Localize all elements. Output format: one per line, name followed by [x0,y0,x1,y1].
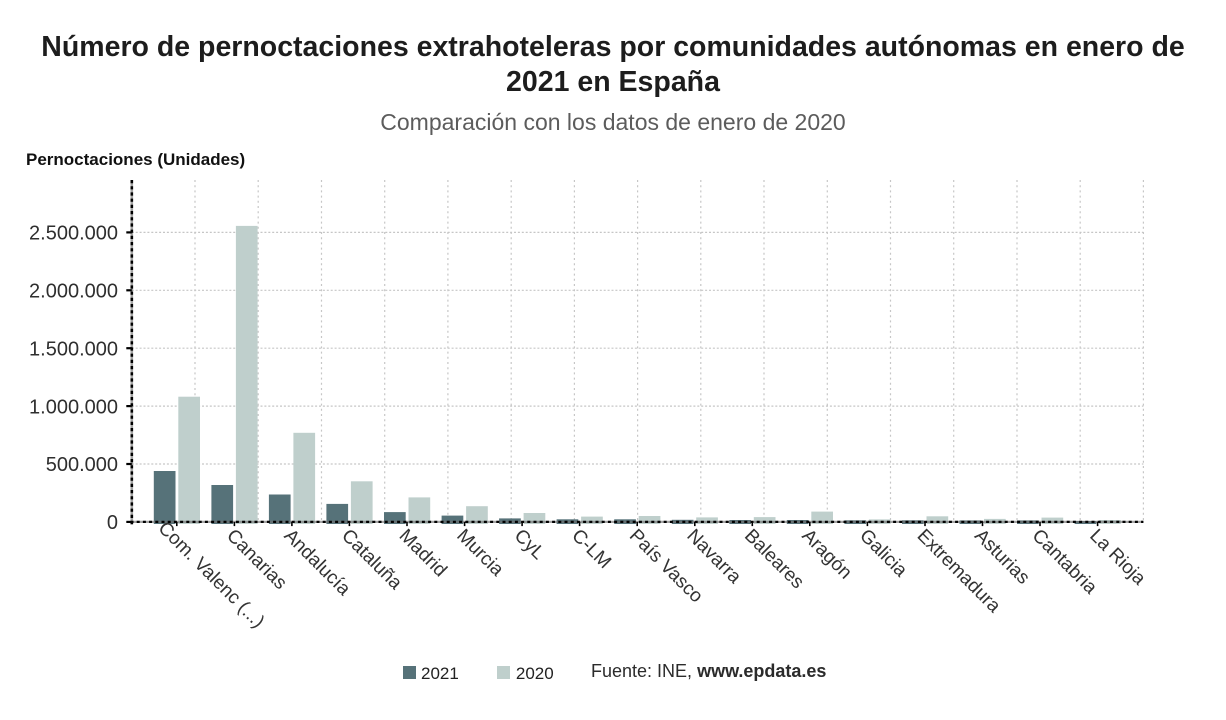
svg-text:Murcia: Murcia [452,525,507,580]
svg-text:1.500.000: 1.500.000 [29,338,118,360]
svg-text:500.000: 500.000 [46,454,118,476]
svg-text:2.500.000: 2.500.000 [29,223,118,245]
svg-text:Galicia: Galicia [855,525,911,581]
svg-text:Aragón: Aragón [798,525,856,583]
svg-text:1.000.000: 1.000.000 [29,396,118,418]
svg-text:CyL: CyL [510,525,549,564]
svg-text:2.000.000: 2.000.000 [29,281,118,303]
svg-text:C-LM: C-LM [567,525,615,573]
svg-text:Madrid: Madrid [395,525,451,581]
svg-text:Com. Valenc (...): Com. Valenc (...) [154,518,269,633]
svg-text:0: 0 [107,512,118,534]
svg-text:Baleares: Baleares [740,525,808,593]
